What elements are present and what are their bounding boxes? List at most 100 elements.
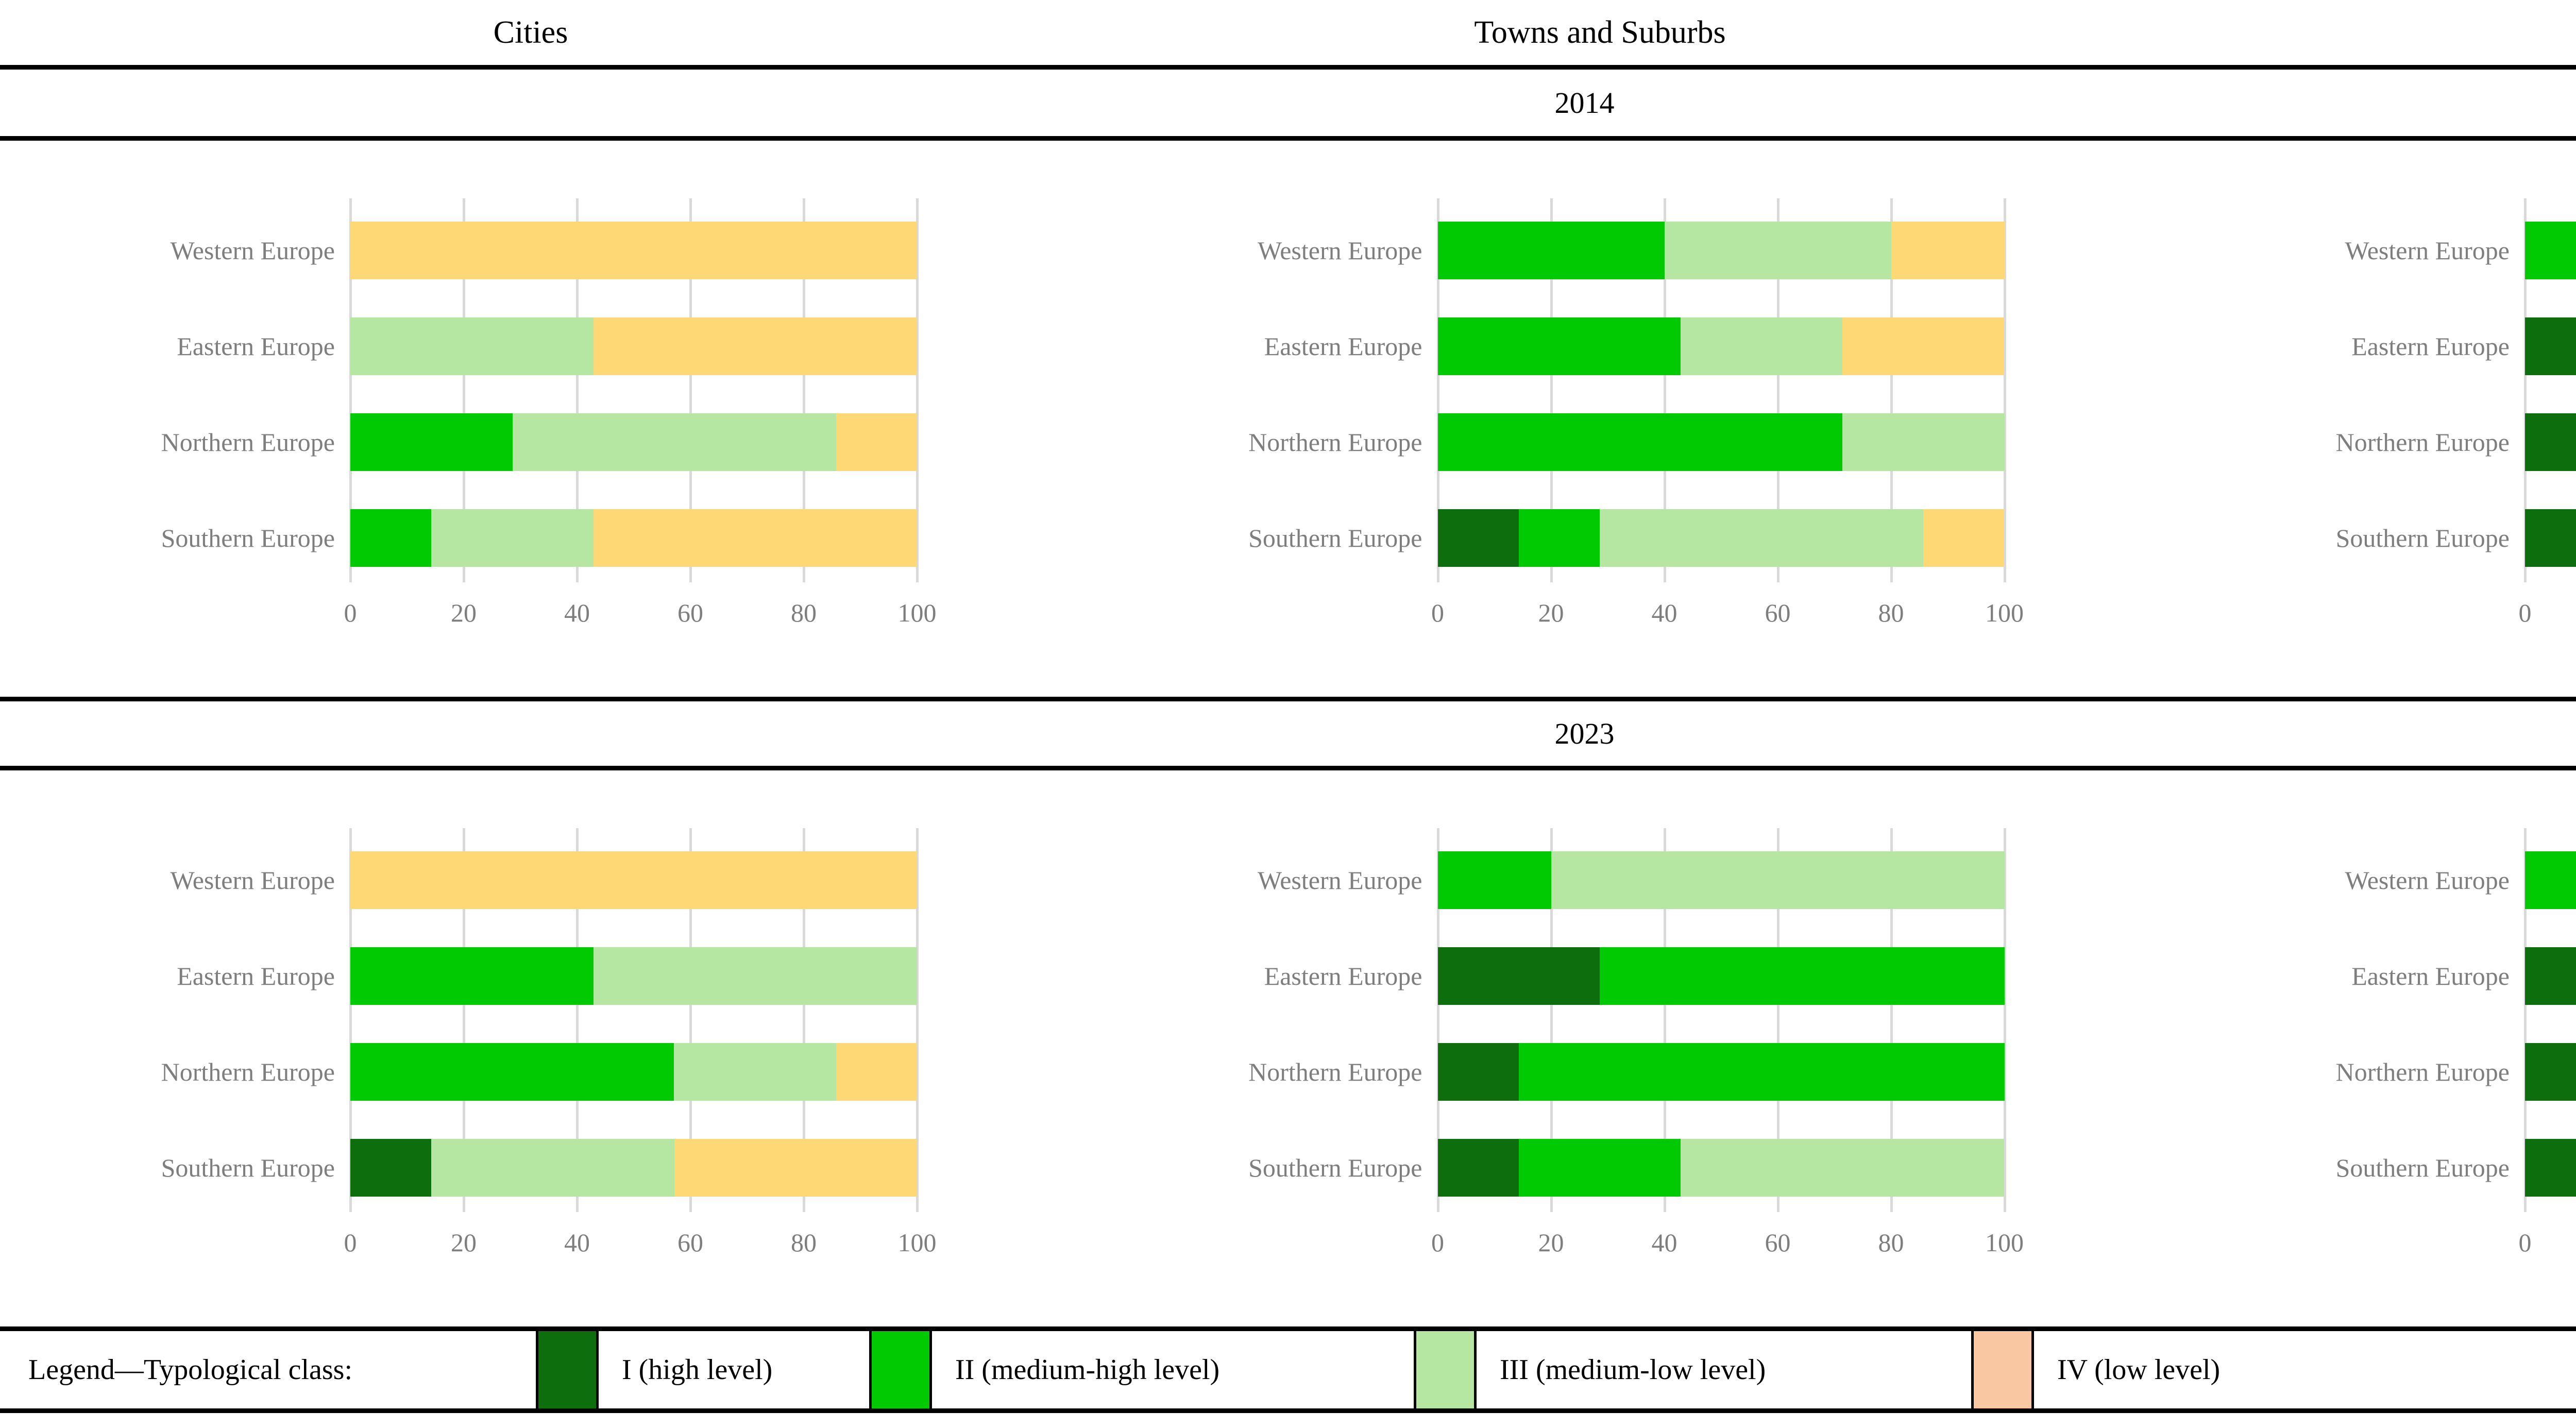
x-axis-tick-label: 80 [791,598,817,627]
chart-panel-inner: Western Europe Eastern Europe Northern Eur… [1160,198,2024,627]
stacked-bar-northern-europe [2525,1043,2576,1101]
x-axis-tick-label: 40 [1651,598,1677,627]
stacked-bar-western-europe [350,851,917,909]
bar-segment-class-IV [674,1139,917,1197]
gridline [349,828,352,1212]
category-labels: Western Europe Eastern Europe Northern Eur… [2247,198,2525,582]
chart-panel-inner: Western Europe Eastern Europe Northern Eur… [1160,828,2024,1257]
gridline [463,828,465,1212]
gridline [576,198,579,582]
category-label: Western Europe [2345,236,2510,265]
gridline [1776,828,1780,1212]
category-labels: Western Europe Eastern Europe Northern Eur… [2247,828,2525,1212]
horizontal-rule [0,65,2576,70]
gridline [1550,828,1553,1212]
x-axis-tick-label: 0 [1431,598,1444,627]
category-label: Southern Europe [161,1153,335,1182]
x-axis-tick-label: 60 [677,598,703,627]
gridline [2003,828,2006,1212]
bar-segment-class-IV [350,222,917,279]
bar-segment-class-IV [593,317,917,375]
x-axis-tick-label: 0 [2518,1228,2532,1257]
chart-panel-towns-and-suburbs-2014: Western Europe Eastern Europe Northern Eur… [1160,141,2024,697]
x-axis-tick-label: 60 [1765,598,1791,627]
bar-segment-class-II [1518,1139,1681,1197]
category-label: Western Europe [1258,236,1422,265]
legend: Legend—Typological class: I (high level)… [0,1326,2576,1413]
bar-segment-class-II [1600,947,2005,1005]
bar-segment-class-III [1600,509,1924,567]
category-labels: Western Europe Eastern Europe Northern Eur… [1160,828,1438,1212]
stacked-bar-northern-europe [2525,413,2576,471]
category-label: Southern Europe [2335,1153,2510,1182]
gridline [1436,828,1439,1212]
stacked-bar-southern-europe [2525,509,2576,567]
stacked-bar-northern-europe [350,1043,917,1101]
bar-segment-class-II [1518,1043,2005,1101]
bar-segment-class-I [1437,1043,1519,1101]
category-labels: Western Europe Eastern Europe Northern Eur… [1160,198,1438,582]
x-axis-tick-label: 80 [791,1228,817,1257]
chart-panel-inner: Western Europe Eastern Europe Northern Eur… [72,828,937,1257]
bar-segment-class-III [431,509,594,567]
bar-segment-class-II [1437,413,1842,471]
gridline [916,198,919,582]
gridline [1663,198,1666,582]
bar-segment-class-IV [350,851,917,909]
x-axis-tick-label: 100 [1985,598,2024,627]
bar-segment-class-III [1664,222,1891,279]
stacked-bar-southern-europe [350,509,917,567]
x-axis-tick-label: 80 [1878,598,1904,627]
bar-segment-class-I [1437,947,1600,1005]
x-axis-tick-label: 60 [1765,1228,1791,1257]
bar-segment-class-I [2525,317,2576,375]
x-axis-tick-label: 20 [1538,1228,1564,1257]
bar-segment-class-II [350,413,513,471]
bar-segment-class-II [2525,851,2576,909]
bar-segment-class-I [2525,413,2576,471]
x-axis-tick-label: 40 [564,1228,590,1257]
horizontal-rule [0,697,2576,701]
category-label: Eastern Europe [177,962,335,990]
stacked-bar-eastern-europe [350,947,917,1005]
bar-segment-class-IV [1842,317,2005,375]
legend-label-i: I (high level) [622,1354,773,1386]
bar-segment-class-II [350,1043,674,1101]
category-label: Western Europe [1258,866,1422,895]
stacked-bar-eastern-europe [1437,317,2005,375]
gridline [1663,828,1666,1212]
charts-row-2023: Western Europe Eastern Europe Northern Eur… [0,770,2576,1326]
category-label: Eastern Europe [1264,332,1422,361]
bar-segment-class-III [1681,1139,2005,1197]
legend-swatch-iv [1971,1331,2034,1408]
category-label: Western Europe [2345,866,2510,895]
category-label: Eastern Europe [1264,962,1422,990]
category-labels: Western Europe Eastern Europe Northern Eur… [72,198,350,582]
chart-panel-inner: Western Europe Eastern Europe Northern Eur… [72,198,937,627]
charts-row-2014: Western Europe Eastern Europe Northern Eur… [0,141,2576,697]
x-axis-tick-label: 0 [1431,1228,1444,1257]
bar-segment-class-III [1551,851,2005,909]
x-axis-tick-label: 100 [897,598,937,627]
x-axis-tick-label: 60 [677,1228,703,1257]
x-axis-tick-label: 0 [344,598,357,627]
gridline [1550,198,1553,582]
gridline [916,828,919,1212]
year-label-2023: 2023 [1554,717,1615,750]
stacked-bar-western-europe [350,222,917,279]
gridline [2003,198,2006,582]
stacked-bar-northern-europe [1437,413,2005,471]
stacked-bar-northern-europe [1437,1043,2005,1101]
bar-segment-class-I [2525,1043,2576,1101]
gridline [2524,198,2527,582]
chart-panel-rural-areas-2023: Western Europe Eastern Europe Northern Eur… [2247,770,2576,1326]
category-label: Northern Europe [1248,428,1422,457]
gridline [1890,828,1893,1212]
stacked-bar-western-europe [2525,222,2576,279]
bar-segment-class-I [350,1139,432,1197]
year-band-2014: 2014 [0,70,2576,136]
bar-segment-class-II [1437,851,1551,909]
legend-title: Legend—Typological class: [28,1354,353,1386]
bar-segment-class-IV [836,1043,917,1101]
